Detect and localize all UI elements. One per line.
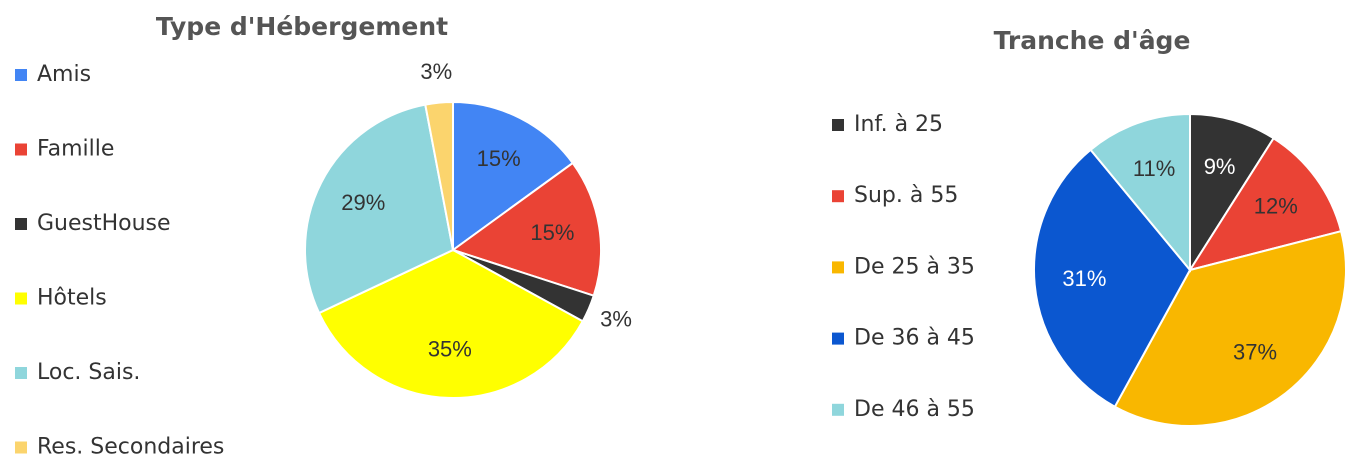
- data-label: 37%: [1233, 340, 1277, 365]
- data-label: 35%: [428, 336, 472, 361]
- data-label: 3%: [600, 306, 632, 331]
- pie-slice: [1113, 229, 1347, 427]
- legend-label: De 36 à 45: [854, 326, 975, 351]
- data-label: 29%: [341, 190, 385, 215]
- data-label: 9%: [1204, 154, 1236, 179]
- legend-swatch: [832, 261, 844, 274]
- pie-slice: [1187, 136, 1343, 272]
- legend-swatch: [832, 332, 844, 345]
- pie-slice: [304, 103, 455, 315]
- chart-title: Tranche d'âge: [994, 26, 1191, 55]
- legend-label: Res. Secondaires: [37, 435, 224, 460]
- legend-label: Hôtels: [37, 286, 107, 311]
- legend-swatch: [15, 69, 27, 81]
- pie-slice: [317, 248, 585, 399]
- legend-label: De 25 à 35: [854, 254, 975, 279]
- pie-slice: [452, 100, 575, 252]
- legend-label: Loc. Sais.: [37, 360, 140, 385]
- pie-slice: [1189, 112, 1275, 274]
- legend-swatch: [832, 403, 844, 416]
- legend-swatch: [15, 367, 27, 379]
- pie-slice: [1089, 112, 1191, 273]
- chart-title: Type d'Hébergement: [156, 12, 448, 41]
- pie-slice: [424, 100, 454, 251]
- data-label: 11%: [1133, 156, 1175, 181]
- legend-swatch: [832, 190, 844, 203]
- data-label: 12%: [1254, 193, 1298, 218]
- data-label: 15%: [477, 146, 521, 171]
- data-label: 15%: [530, 220, 574, 245]
- legend-swatch: [15, 143, 27, 156]
- pie-slice: [1033, 148, 1192, 409]
- legend-swatch: [15, 218, 27, 230]
- legend-label: GuestHouse: [37, 211, 171, 236]
- legend-swatch: [15, 441, 27, 454]
- legend-label: Famille: [37, 137, 114, 162]
- legend-swatch: [832, 119, 844, 131]
- legend-swatch: [15, 292, 27, 305]
- pie-slice: [450, 161, 602, 297]
- legend-label: Inf. à 25: [854, 112, 943, 137]
- data-label: 3%: [420, 59, 452, 84]
- data-label: 31%: [1062, 266, 1106, 291]
- legend-label: Sup. à 55: [854, 183, 958, 208]
- legend-label: De 46 à 55: [854, 397, 975, 422]
- legend-label: Amis: [37, 62, 91, 87]
